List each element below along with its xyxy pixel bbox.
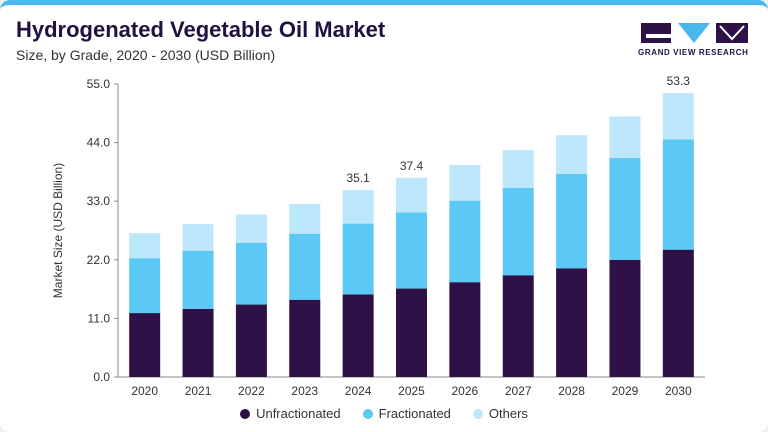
y-tick-label: 0.0 [93,370,110,384]
bar-segment-others [662,93,694,140]
bar-segment-unfractionated [449,282,481,377]
bar-segment-others [129,233,161,259]
x-tick-label: 2021 [185,384,212,398]
y-tick-label: 33.0 [87,194,111,208]
grand-view-research-logo-icon[interactable] [640,21,750,61]
y-tick-label: 11.0 [88,311,111,325]
bar-segment-fractionated [342,223,374,295]
x-tick-label: 2028 [558,384,585,398]
bar-segment-unfractionated [182,308,214,377]
x-tick-label: 2030 [665,384,692,398]
x-tick-label: 2023 [291,384,318,398]
data-label: 53.3 [667,74,691,88]
x-tick-label: 2025 [398,384,425,398]
bar-segment-others [556,135,588,175]
legend-item-fractionated: Fractionated [362,406,451,421]
chart-title: Hydrogenated Vegetable Oil Market [16,17,386,42]
bar-segment-unfractionated [609,259,641,377]
bar-segment-others [182,224,214,251]
y-tick-label: 22.0 [87,253,111,267]
bar-segment-others [289,203,321,234]
bar-segment-others [235,214,267,243]
x-tick-label: 2026 [452,384,479,398]
bar-segment-unfractionated [235,304,267,377]
bar-segment-unfractionated [502,275,534,377]
bar-segment-fractionated [556,174,588,269]
data-label: 37.4 [400,159,424,173]
legend-swatch [362,408,373,419]
legend-label: Fractionated [378,406,451,421]
bar-segment-unfractionated [129,313,161,377]
bar-segment-fractionated [502,187,534,276]
y-tick-label: 55.0 [87,77,111,91]
legend-swatch [240,408,251,419]
bar-segment-unfractionated [556,268,588,377]
bar-segment-unfractionated [342,294,374,377]
bar-segment-fractionated [289,233,321,300]
legend-item-others: Others [472,406,528,421]
stacked-bar-chart: 0.0 11.0 22.0 33.0 44.0 55.0 Market Size (USD … [51,74,705,398]
bar-segment-fractionated [396,212,427,289]
x-tick-label: 2027 [505,384,532,398]
legend-label: Unfractionated [256,406,341,421]
legend-swatch [472,408,483,419]
legend: Unfractionated Fractionated Others [0,406,768,421]
bar-segment-fractionated [662,139,694,250]
logo-text: GRAND VIEW RESEARCH [638,48,749,57]
bar-segment-others [502,150,534,188]
bar-segment-unfractionated [289,299,321,377]
y-axis-label: Market Size (USD Billion) [51,163,65,298]
legend-item-unfractionated: Unfractionated [240,406,341,421]
bar-segment-unfractionated [396,288,427,377]
bar-segment-fractionated [235,242,267,305]
data-label: 35.1 [346,171,370,185]
bar-segment-others [396,177,427,213]
x-tick-label: 2024 [345,384,372,398]
x-tick-label: 2029 [612,384,639,398]
bar-segment-others [609,116,641,159]
bar-segment-unfractionated [662,249,694,377]
bar-segment-others [342,190,374,224]
chart-subtitle: Size, by Grade, 2020 - 2030 (USD Billion… [16,47,276,63]
bar-segment-fractionated [609,158,641,260]
legend-label: Others [488,406,528,421]
bar-segment-others [449,164,481,201]
bar-segment-fractionated [449,200,481,283]
x-tick-label: 2022 [238,384,265,398]
y-tick-label: 44.0 [87,136,111,150]
x-tick-label: 2020 [131,384,158,398]
bar-segment-fractionated [129,258,161,314]
bar-segment-fractionated [182,250,214,309]
